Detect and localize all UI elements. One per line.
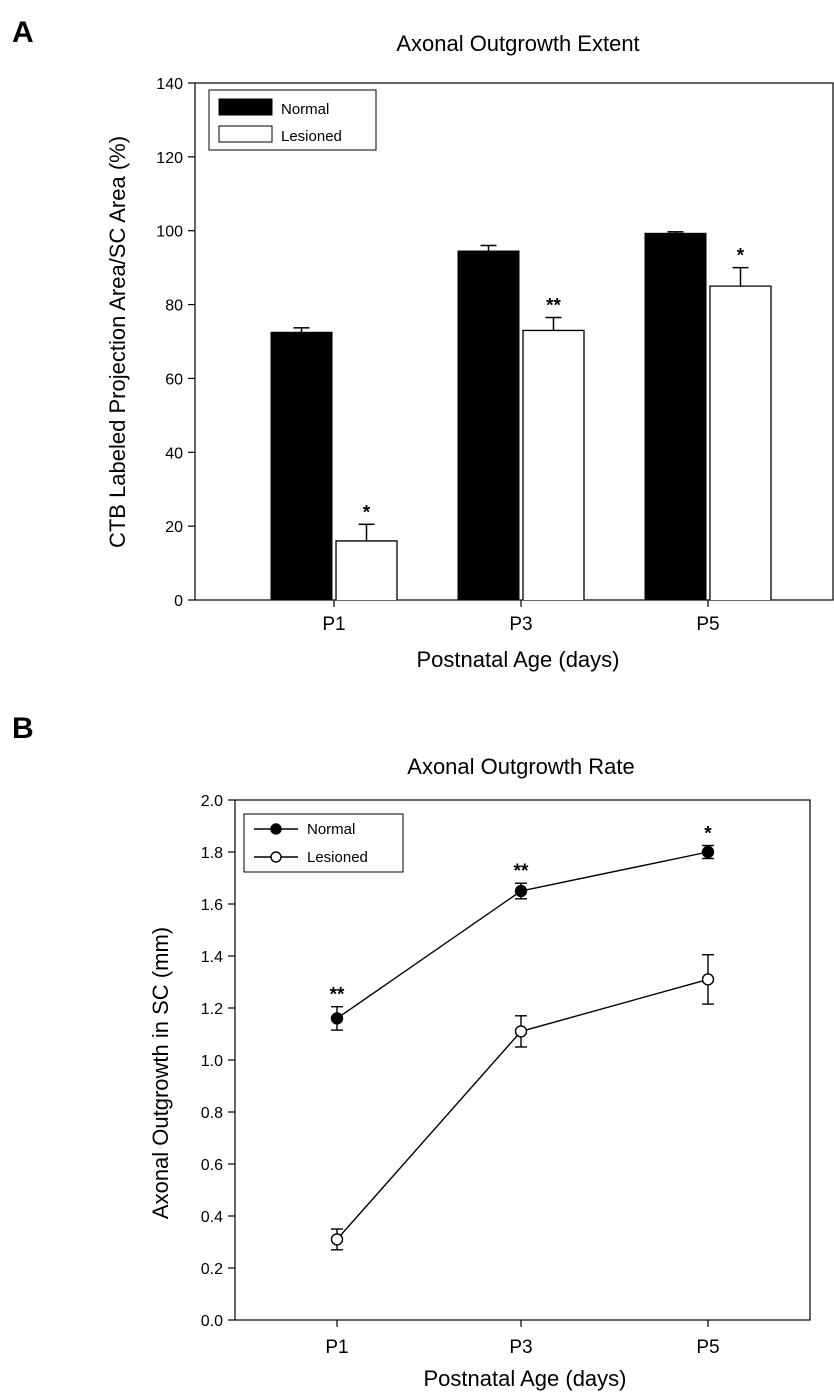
significance-marker: * <box>704 824 712 845</box>
bar-lesioned <box>523 330 584 600</box>
chart-title: Axonal Outgrowth Extent <box>396 31 639 56</box>
x-tick-label: P1 <box>322 614 345 635</box>
significance-marker: ** <box>330 985 345 1006</box>
x-tick-label: P5 <box>696 614 719 635</box>
legend-box <box>243 813 404 873</box>
y-tick-label: 2.0 <box>201 793 223 810</box>
x-axis-label: Postnatal Age (days) <box>423 1366 626 1391</box>
y-tick-label: 0 <box>174 593 183 610</box>
y-tick-label: 0.6 <box>201 1157 223 1174</box>
line-lesioned <box>336 978 709 1240</box>
y-tick-label: 120 <box>156 150 183 167</box>
y-tick-label: 100 <box>156 224 183 241</box>
y-tick-label: 0.4 <box>201 1209 223 1226</box>
legend-label-normal: Normal <box>307 821 355 838</box>
y-tick-label: 0.0 <box>201 1313 223 1330</box>
legend-label-normal: Normal <box>281 101 329 118</box>
legend-swatch-normal <box>218 98 273 116</box>
significance-marker: * <box>737 246 745 267</box>
bar-normal <box>270 331 333 601</box>
x-tick-label: P3 <box>509 614 532 635</box>
point-normal <box>514 884 528 898</box>
y-tick-label: 60 <box>165 371 183 388</box>
bar-lesioned <box>710 286 771 600</box>
y-tick-label: 20 <box>165 519 183 536</box>
y-tick-label: 0.2 <box>201 1261 223 1278</box>
plot-area: 0.0 0.2 0.4 0.6 0.8 1.0 1.2 1.4 1.6 1.8 2.0 P1 P3 P5 *… <box>201 793 811 1358</box>
y-tick-label: 1.0 <box>201 1053 223 1070</box>
legend-marker-normal <box>270 823 282 835</box>
y-tick-label: 1.4 <box>201 949 223 966</box>
point-lesioned <box>330 1233 344 1246</box>
significance-marker: ** <box>546 295 561 316</box>
significance-marker: ** <box>514 861 529 882</box>
y-axis-label: Axonal Outgrowth in SC (mm) <box>148 927 173 1219</box>
y-tick-label: 1.2 <box>201 1001 223 1018</box>
chart-title: Axonal Outgrowth Rate <box>407 754 634 779</box>
y-tick-label: 80 <box>165 298 183 315</box>
x-tick-label: P5 <box>696 1337 719 1358</box>
y-tick-label: 140 <box>156 76 183 93</box>
y-axis-label: CTB Labeled Projection Area/SC Area (%) <box>105 136 130 548</box>
point-lesioned <box>514 1025 528 1038</box>
y-tick-label: 1.6 <box>201 897 223 914</box>
y-tick-label: 40 <box>165 445 183 462</box>
significance-marker: * <box>363 502 371 523</box>
x-tick-label: P3 <box>509 1337 532 1358</box>
point-lesioned <box>701 973 715 986</box>
panel-a: A Axonal Outgrowth Extent CTB Labeled Pr… <box>12 16 834 672</box>
legend-label-lesioned: Lesioned <box>307 849 368 866</box>
bar-lesioned <box>336 540 397 600</box>
legend-marker-lesioned <box>270 851 282 863</box>
bar-normal <box>644 232 707 601</box>
legend-swatch-lesioned <box>218 125 273 143</box>
y-tick-label: 0.8 <box>201 1105 223 1122</box>
legend-label-lesioned: Lesioned <box>281 128 342 145</box>
point-normal <box>701 845 715 859</box>
panel-b-label: B <box>12 712 34 745</box>
y-tick-label: 1.8 <box>201 845 223 862</box>
panel-b: B Axonal Outgrowth Rate Axonal Outgrowth… <box>12 712 811 1391</box>
panel-a-label: A <box>12 16 34 49</box>
x-tick-label: P1 <box>325 1337 348 1358</box>
x-axis-label: Postnatal Age (days) <box>416 647 619 672</box>
bar-normal <box>457 250 520 601</box>
point-normal <box>330 1012 344 1025</box>
